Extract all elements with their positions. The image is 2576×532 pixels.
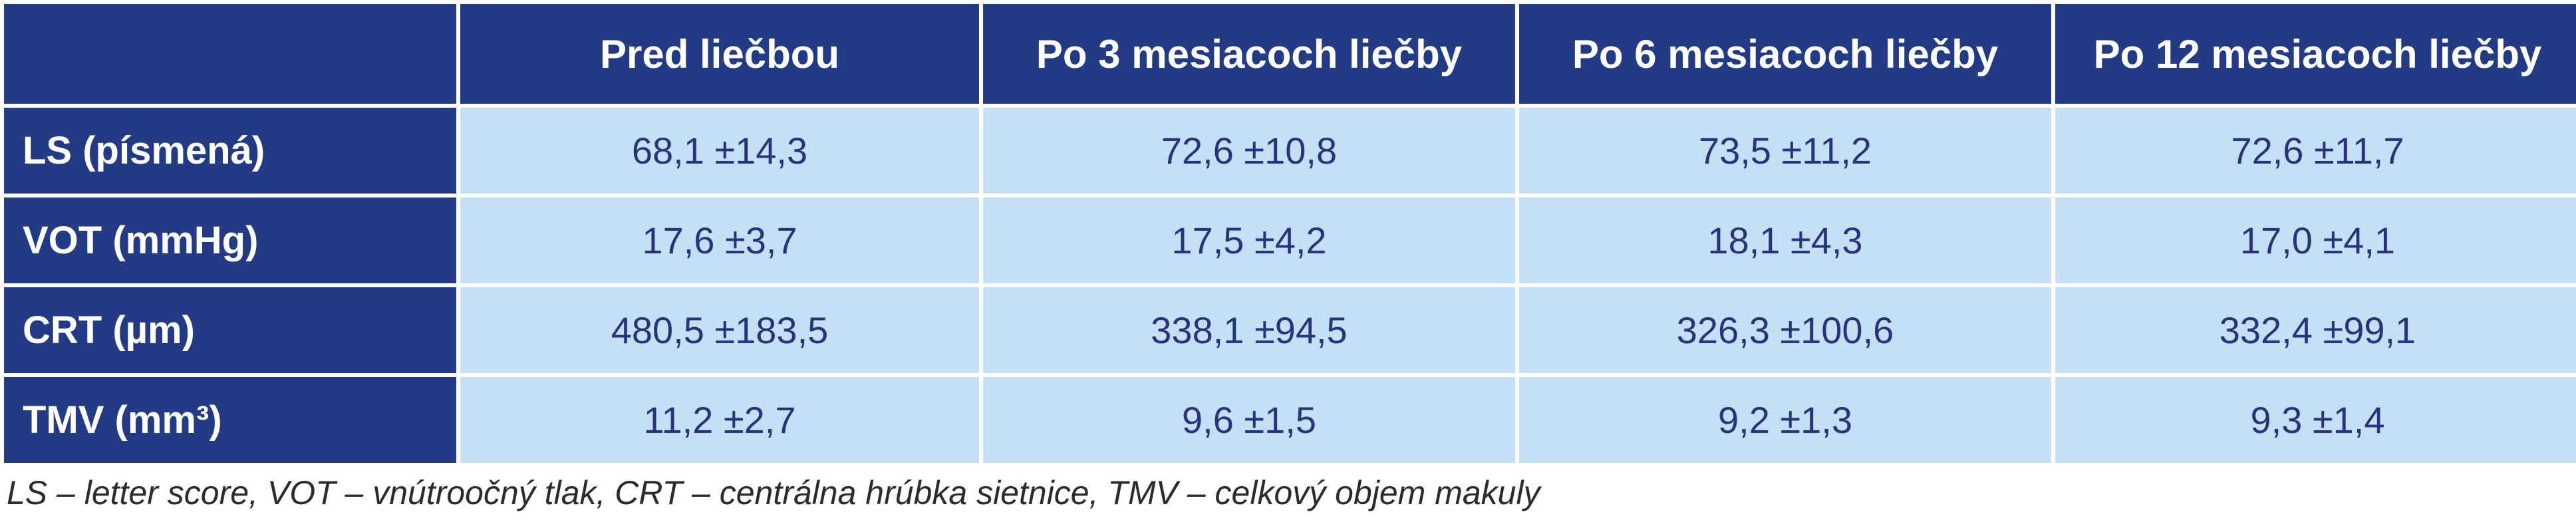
table-cell: 17,6 ±3,7: [460, 198, 979, 283]
table-row-tmv: TMV (mm³) 11,2 ±2,7 9,6 ±1,5 9,2 ±1,3 9,…: [4, 377, 2576, 463]
row-header-vot: VOT (mmHg): [4, 198, 456, 283]
header-corner-cell: [4, 4, 456, 104]
table-cell: 68,1 ±14,3: [460, 108, 979, 194]
header-row: Pred liečbou Po 3 mesiacoch liečby Po 6 …: [4, 4, 2576, 104]
table-cell: 73,5 ±11,2: [1519, 108, 2051, 194]
table-cell: 326,3 ±100,6: [1519, 287, 2051, 373]
table-cell: 72,6 ±11,7: [2055, 108, 2576, 194]
column-header-3-months: Po 3 mesiacoch liečby: [983, 4, 1515, 104]
row-header-tmv: TMV (mm³): [4, 377, 456, 463]
results-table: Pred liečbou Po 3 mesiacoch liečby Po 6 …: [4, 4, 2576, 463]
table-cell: 17,0 ±4,1: [2055, 198, 2576, 283]
row-header-crt: CRT (µm): [4, 287, 456, 373]
table-cell: 17,5 ±4,2: [983, 198, 1515, 283]
table-cell: 11,2 ±2,7: [460, 377, 979, 463]
table-row-vot: VOT (mmHg) 17,6 ±3,7 17,5 ±4,2 18,1 ±4,3…: [4, 198, 2576, 283]
row-header-ls: LS (písmená): [4, 108, 456, 194]
column-header-6-months: Po 6 mesiacoch liečby: [1519, 4, 2051, 104]
table-cell: 480,5 ±183,5: [460, 287, 979, 373]
table-cell: 72,6 ±10,8: [983, 108, 1515, 194]
column-header-12-months: Po 12 mesiacoch liečby: [2055, 4, 2576, 104]
table-cell: 332,4 ±99,1: [2055, 287, 2576, 373]
table-cell: 9,2 ±1,3: [1519, 377, 2051, 463]
table-cell: 9,6 ±1,5: [983, 377, 1515, 463]
table-cell: 9,3 ±1,4: [2055, 377, 2576, 463]
table-footnote: LS – letter score, VOT – vnútroočný tlak…: [7, 474, 1540, 511]
table-row-crt: CRT (µm) 480,5 ±183,5 338,1 ±94,5 326,3 …: [4, 287, 2576, 373]
results-table-container: Pred liečbou Po 3 mesiacoch liečby Po 6 …: [4, 4, 2576, 463]
column-header-pred-liecbou: Pred liečbou: [460, 4, 979, 104]
table-cell: 338,1 ±94,5: [983, 287, 1515, 373]
table-cell: 18,1 ±4,3: [1519, 198, 2051, 283]
table-row-ls: LS (písmená) 68,1 ±14,3 72,6 ±10,8 73,5 …: [4, 108, 2576, 194]
